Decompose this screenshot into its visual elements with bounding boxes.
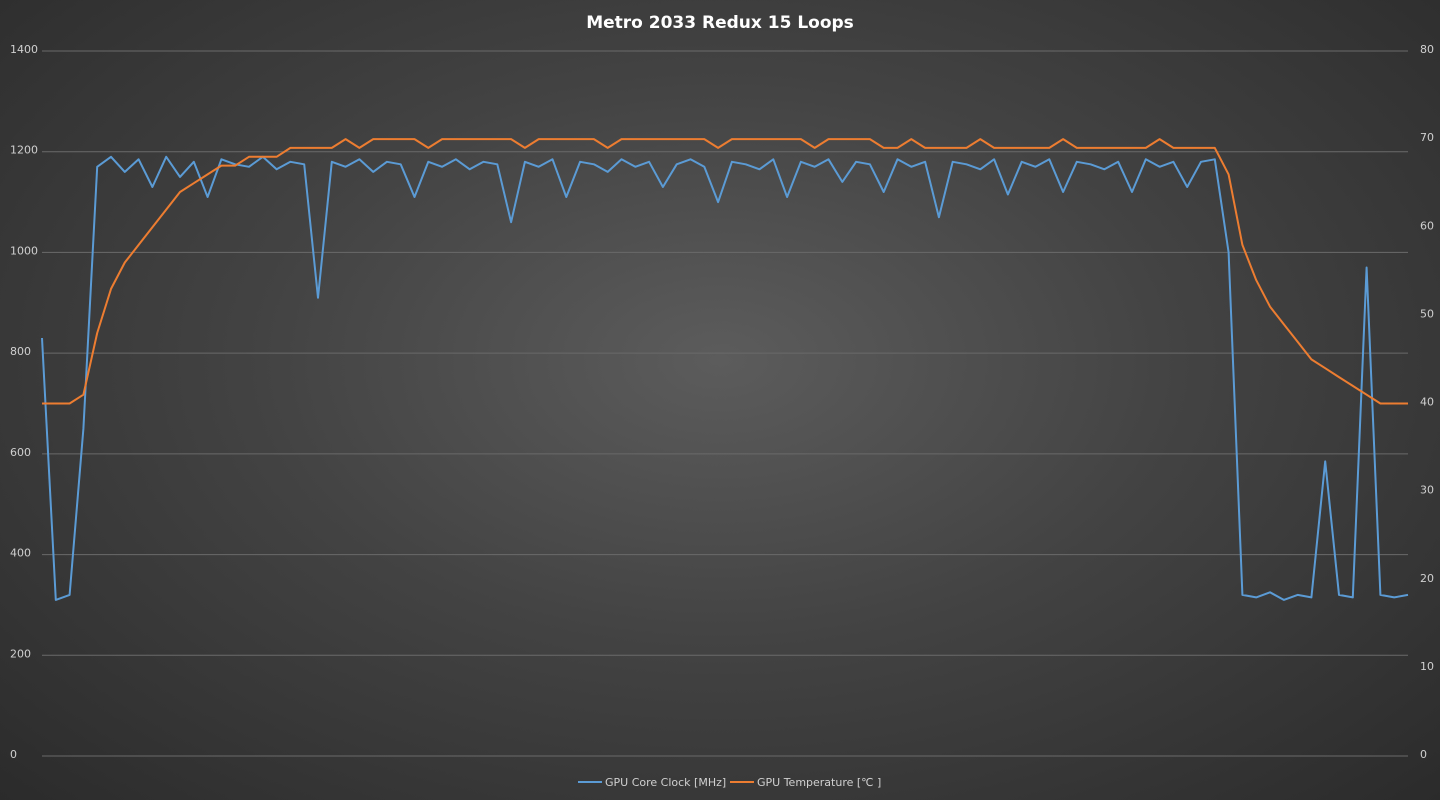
y2-tick-label: 20 bbox=[1420, 572, 1434, 585]
y2-tick-label: 10 bbox=[1420, 660, 1434, 673]
y2-tick-label: 70 bbox=[1420, 131, 1434, 144]
y-tick-label: 200 bbox=[10, 647, 31, 660]
y2-tick-label: 30 bbox=[1420, 484, 1434, 497]
series-line bbox=[42, 138, 1408, 405]
y2-tick-label: 50 bbox=[1420, 307, 1434, 320]
y2-tick-label: 40 bbox=[1420, 396, 1434, 409]
y-tick-label: 1000 bbox=[10, 244, 38, 257]
chart-title: Metro 2033 Redux 15 Loops bbox=[586, 13, 854, 33]
y2-tick-label: 0 bbox=[1420, 748, 1427, 761]
series-line bbox=[41, 155, 1409, 601]
y-tick-label: 0 bbox=[10, 748, 17, 761]
y2-tick-label: 80 bbox=[1420, 43, 1434, 56]
y-tick-label: 800 bbox=[10, 345, 31, 358]
y-tick-label: 600 bbox=[10, 446, 31, 459]
y2-tick-label: 60 bbox=[1420, 219, 1434, 232]
legend-label: GPU Temperature [℃ ] bbox=[757, 776, 881, 789]
y-tick-label: 400 bbox=[10, 547, 31, 560]
legend-label: GPU Core Clock [MHz] bbox=[605, 776, 726, 789]
y-tick-label: 1200 bbox=[10, 144, 38, 157]
y-tick-label: 1400 bbox=[10, 43, 38, 56]
